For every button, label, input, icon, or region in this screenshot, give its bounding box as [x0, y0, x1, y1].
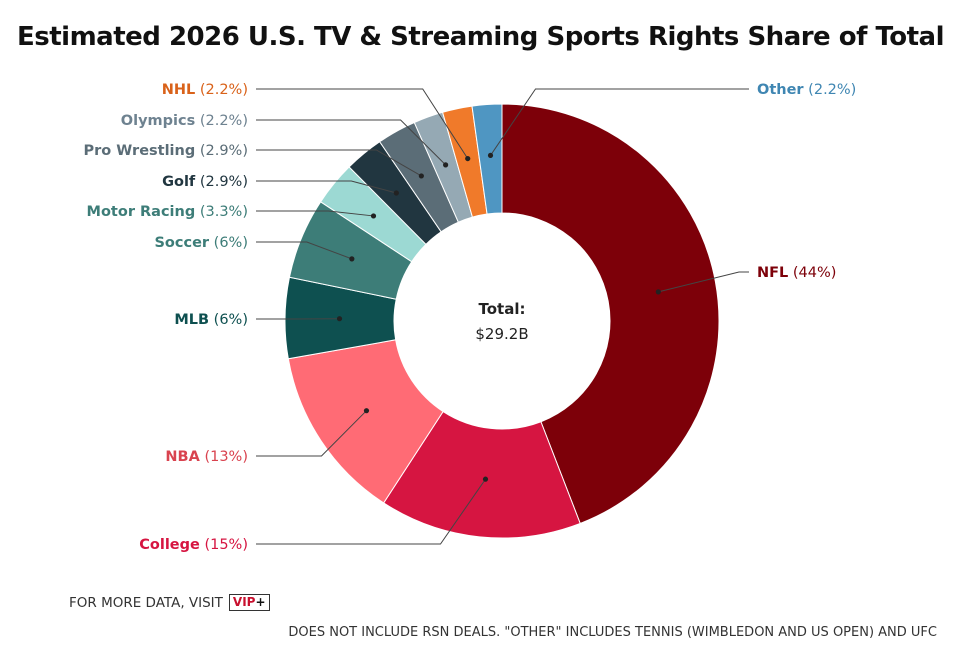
slice-label-name: College: [139, 537, 200, 553]
chart-title: Estimated 2026 U.S. TV & Streaming Sport…: [17, 22, 945, 52]
slice-label-name: Other: [757, 82, 804, 98]
slice-label-name: Olympics: [121, 113, 195, 129]
footnote: DOES NOT INCLUDE RSN DEALS. "OTHER" INCL…: [288, 625, 937, 640]
leader-line-olympics: [256, 119, 446, 166]
leader-lines: [256, 88, 749, 545]
vip-badge-plus: +: [255, 595, 266, 609]
slice-label-name: Motor Racing: [87, 204, 196, 220]
slice-label-name: Soccer: [154, 235, 209, 251]
slice-label-value: (44%): [788, 265, 836, 281]
leader-dot-mlb: [336, 316, 343, 322]
slice-label-name: NBA: [165, 449, 200, 465]
slice-nfl[interactable]: [501, 103, 720, 525]
leader-line-other: [490, 88, 749, 156]
leader-line-pro-wrestling: [256, 149, 422, 177]
center-total-label: Total:: [479, 300, 526, 318]
leader-dot-nfl: [655, 289, 661, 295]
leader-dot-other: [487, 152, 494, 159]
leader-dot-college: [482, 476, 489, 482]
slice-label-name: NHL: [162, 82, 196, 98]
slice-label-name: NFL: [757, 265, 788, 281]
leader-line-nba: [256, 410, 367, 457]
slice-label-name: MLB: [174, 312, 209, 328]
center-total-value: $29.2B: [475, 325, 528, 343]
leader-line-golf: [256, 180, 397, 194]
leader-line-college: [256, 478, 486, 545]
leader-line-nhl: [256, 88, 469, 159]
slice-label-value: (15%): [200, 537, 248, 553]
slice-label-other: Other (2.2%): [757, 82, 856, 98]
slice-label-name: Golf: [162, 174, 196, 190]
donut-slices: [284, 103, 720, 539]
more-data-text: FOR MORE DATA, VISIT: [69, 594, 223, 611]
slice-label-value: (3.3%): [195, 204, 248, 220]
leader-dot-soccer: [349, 256, 355, 262]
slice-label-golf: Golf (2.9%): [162, 174, 248, 190]
leader-dot-olympics: [443, 162, 449, 168]
slice-label-nfl: NFL (44%): [757, 265, 836, 281]
slice-label-value: (2.2%): [195, 113, 248, 129]
slice-label-pro-wrestling: Pro Wrestling (2.9%): [84, 143, 248, 159]
slice-label-mlb: MLB (6%): [174, 312, 248, 328]
slice-label-value: (2.2%): [804, 82, 857, 98]
slice-label-value: (6%): [209, 312, 248, 328]
slice-label-soccer: Soccer (6%): [154, 235, 248, 251]
vip-badge-text: VIP: [232, 595, 256, 609]
slice-other[interactable]: [471, 103, 503, 215]
leader-dot-pro-wrestling: [418, 173, 424, 179]
slice-label-value: (2.9%): [195, 174, 248, 190]
leader-dot-golf: [393, 190, 399, 196]
leader-line-soccer: [256, 241, 353, 260]
slice-college[interactable]: [382, 410, 581, 539]
leader-dot-nba: [363, 408, 370, 414]
slice-label-value: (6%): [209, 235, 248, 251]
vip-plus-badge[interactable]: VIP+: [228, 594, 270, 611]
leader-dot-motor-racing: [370, 213, 377, 219]
slice-label-value: (2.9%): [195, 143, 248, 159]
slice-label-value: (13%): [200, 449, 248, 465]
leader-dot-nhl: [465, 155, 471, 162]
donut-chart: NFL (44%)College (15%)NBA (13%)MLB (6%)S…: [84, 82, 857, 553]
leader-line-nfl: [658, 271, 749, 293]
slice-label-motor-racing: Motor Racing (3.3%): [87, 204, 248, 220]
slice-label-name: Pro Wrestling: [84, 143, 196, 159]
slice-label-nba: NBA (13%): [165, 449, 248, 465]
slice-label-college: College (15%): [139, 537, 248, 553]
leader-line-motor-racing: [256, 210, 374, 217]
slice-label-olympics: Olympics (2.2%): [121, 113, 248, 129]
slice-label-nhl: NHL (2.2%): [162, 82, 248, 98]
slice-labels: NFL (44%)College (15%)NBA (13%)MLB (6%)S…: [84, 82, 857, 553]
slice-label-value: (2.2%): [195, 82, 248, 98]
more-data-link[interactable]: FOR MORE DATA, VISIT VIP+: [69, 594, 270, 611]
